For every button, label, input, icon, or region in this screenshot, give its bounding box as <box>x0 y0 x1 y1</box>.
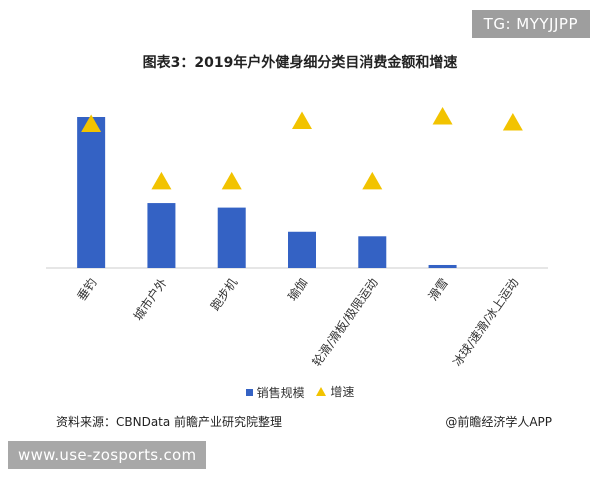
legend-label-sales: 销售规模 <box>256 386 305 400</box>
growth-marker-5 <box>432 107 453 125</box>
legend-swatch-bar <box>245 389 253 396</box>
x-tick-label-2: 跑步机 <box>208 276 240 314</box>
legend-item-growth: 增速 <box>316 383 354 400</box>
growth-marker-3 <box>292 111 312 130</box>
source-note: 资料来源：CBNData 前瞻产业研究院整理 <box>56 415 283 429</box>
x-tick-label-3: 瑜伽 <box>284 275 310 303</box>
bar-2 <box>217 207 246 268</box>
x-tick-label-1: 城市户外 <box>130 275 170 323</box>
url-badge: www.use-zosports.com <box>8 441 207 469</box>
bar-0 <box>77 117 106 268</box>
credit-note: @前瞻经济学人APP <box>445 415 552 429</box>
growth-marker-0 <box>81 114 102 133</box>
x-tick-label-6: 冰球/速滑/冰上运动 <box>450 276 521 369</box>
chart-title: 图表3：2019年户外健身细分类目消费金额和增速 <box>142 55 458 71</box>
legend-item-sales: 销售规模 <box>245 384 305 401</box>
bar-5 <box>428 264 457 268</box>
growth-marker-6 <box>502 113 523 131</box>
bar-4 <box>358 236 387 268</box>
x-tick-label-4: 轮滑/滑板/极限运动 <box>310 276 381 369</box>
bar-1 <box>147 203 176 268</box>
growth-marker-2 <box>221 171 242 190</box>
growth-marker-4 <box>362 171 383 190</box>
x-tick-label-5: 滑雪 <box>426 276 451 304</box>
x-tick-label-0: 垂钓 <box>74 276 99 304</box>
legend-triangle-icon <box>316 387 327 396</box>
bar-3 <box>288 231 316 268</box>
legend-label-growth: 增速 <box>330 385 355 399</box>
chart-legend: 销售规模 增速 <box>0 383 600 401</box>
tag-badge: TG: MYYJJPP <box>471 10 590 38</box>
growth-marker-1 <box>151 171 172 190</box>
